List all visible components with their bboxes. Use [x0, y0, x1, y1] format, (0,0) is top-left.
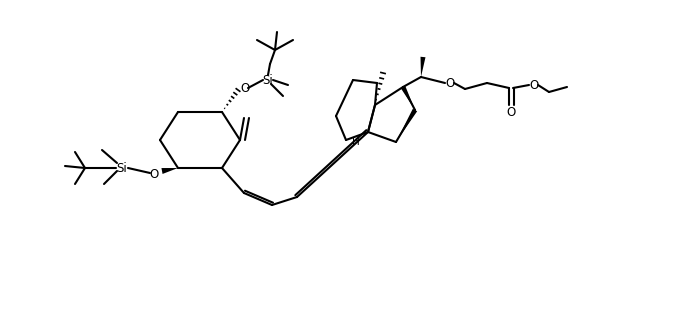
Text: O: O — [507, 106, 516, 118]
Polygon shape — [396, 109, 417, 142]
Polygon shape — [401, 86, 415, 110]
Text: O: O — [240, 82, 250, 94]
Text: Si: Si — [263, 74, 273, 86]
Text: O: O — [446, 76, 455, 90]
Text: Si: Si — [117, 162, 127, 174]
Text: H: H — [352, 137, 360, 147]
Polygon shape — [421, 57, 426, 77]
Text: O: O — [529, 78, 538, 92]
Polygon shape — [161, 168, 178, 174]
Text: O: O — [149, 167, 158, 180]
